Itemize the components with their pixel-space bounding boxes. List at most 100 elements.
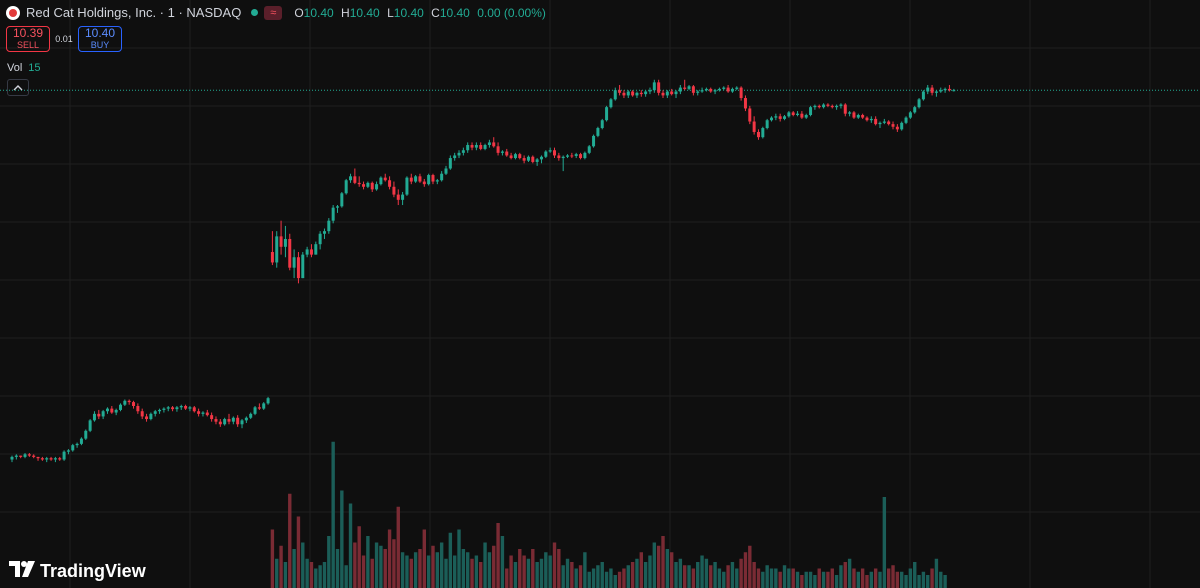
open-label: O <box>294 5 304 20</box>
candle <box>934 90 938 97</box>
sell-button[interactable]: 10.39 SELL <box>6 26 50 52</box>
candle <box>605 105 609 122</box>
candle-body <box>800 113 804 118</box>
tradingview-logo[interactable]: TradingView <box>9 561 146 582</box>
volume-bar <box>856 571 860 588</box>
candle <box>292 249 296 279</box>
volume-bar <box>756 568 761 588</box>
volume-bar <box>830 568 834 588</box>
candle <box>878 121 882 129</box>
collapse-legend-button[interactable] <box>7 79 29 96</box>
volume-bar <box>283 562 288 588</box>
candle <box>388 176 392 190</box>
volume-label[interactable]: Vol <box>7 62 23 74</box>
volume-bar <box>405 555 409 588</box>
candle-body <box>427 175 431 185</box>
candle <box>375 181 379 191</box>
candle <box>717 87 721 92</box>
candle <box>210 412 214 422</box>
volume-bar <box>865 575 869 588</box>
volume-bar <box>470 558 474 588</box>
candle-body <box>704 88 708 91</box>
volume-bar <box>687 565 691 588</box>
volume-bar <box>270 529 275 588</box>
volume-bar <box>301 542 305 588</box>
candle-body <box>861 114 865 118</box>
candle <box>479 142 483 151</box>
high-label: H <box>341 5 350 20</box>
volume-bar <box>717 568 722 588</box>
candle <box>62 450 66 461</box>
candle <box>835 104 839 110</box>
candle <box>487 139 491 148</box>
candle-body <box>895 126 899 130</box>
volume-bar <box>726 565 730 588</box>
volume-bar <box>296 516 301 588</box>
volume-bar <box>709 565 713 588</box>
candle <box>214 416 218 425</box>
volume-bar <box>626 565 630 588</box>
candle <box>856 113 860 119</box>
candle <box>687 84 691 91</box>
buy-button[interactable]: 10.40 BUY <box>78 26 122 52</box>
approx-icon[interactable]: ≈ <box>264 5 283 20</box>
candle <box>105 407 109 414</box>
candle-body <box>539 156 543 160</box>
candle-body <box>756 131 760 138</box>
candle <box>336 205 339 213</box>
candle-body <box>622 92 626 96</box>
volume-bar <box>379 545 383 588</box>
volume-bar <box>596 565 600 588</box>
candle <box>405 176 409 196</box>
candle-body <box>75 443 79 446</box>
low-value: 10.40 <box>393 5 424 20</box>
candle <box>765 118 769 130</box>
volume-bar <box>461 549 466 588</box>
candle <box>288 233 292 271</box>
volume-bar <box>292 549 296 588</box>
candle-body <box>88 420 92 431</box>
volume-bar <box>821 571 826 588</box>
candle-body <box>214 419 218 422</box>
volume-bar <box>435 552 440 588</box>
candle-body <box>587 146 591 153</box>
candle-body <box>618 90 622 93</box>
candle-body <box>596 128 600 136</box>
candle-body <box>210 415 214 420</box>
candle-body <box>19 455 23 457</box>
candle <box>27 452 31 457</box>
candle <box>513 152 517 160</box>
volume-bar <box>617 571 622 588</box>
volume-bar <box>683 565 687 588</box>
candle <box>917 98 921 109</box>
volume-bar <box>669 552 674 588</box>
candle-body <box>835 105 839 108</box>
candle <box>422 178 426 187</box>
candle-body <box>518 154 522 159</box>
trade-panel: 10.39 SELL 0.01 10.40 BUY <box>6 26 122 52</box>
volume-bar <box>921 571 926 588</box>
candle-body <box>101 411 105 417</box>
candle <box>722 86 726 91</box>
candle-body <box>357 182 361 185</box>
candle-body <box>136 406 140 412</box>
candle-body <box>366 182 370 187</box>
candle <box>257 403 261 410</box>
candle-body <box>179 406 183 408</box>
volume-bar <box>839 565 843 588</box>
candle <box>396 189 400 206</box>
candle <box>600 118 604 130</box>
candle-body <box>709 88 713 92</box>
volume-bar <box>483 542 487 588</box>
volume-bar <box>878 571 882 588</box>
candle <box>66 449 70 455</box>
symbol-title[interactable]: Red Cat Holdings, Inc. · 1 · NASDAQ <box>26 5 242 20</box>
candle <box>500 150 504 156</box>
candle <box>127 399 131 405</box>
volume-bar <box>661 536 665 588</box>
candle-body <box>843 104 847 114</box>
candle-body <box>240 420 244 425</box>
candle <box>592 134 596 148</box>
volume-bar <box>752 562 756 588</box>
